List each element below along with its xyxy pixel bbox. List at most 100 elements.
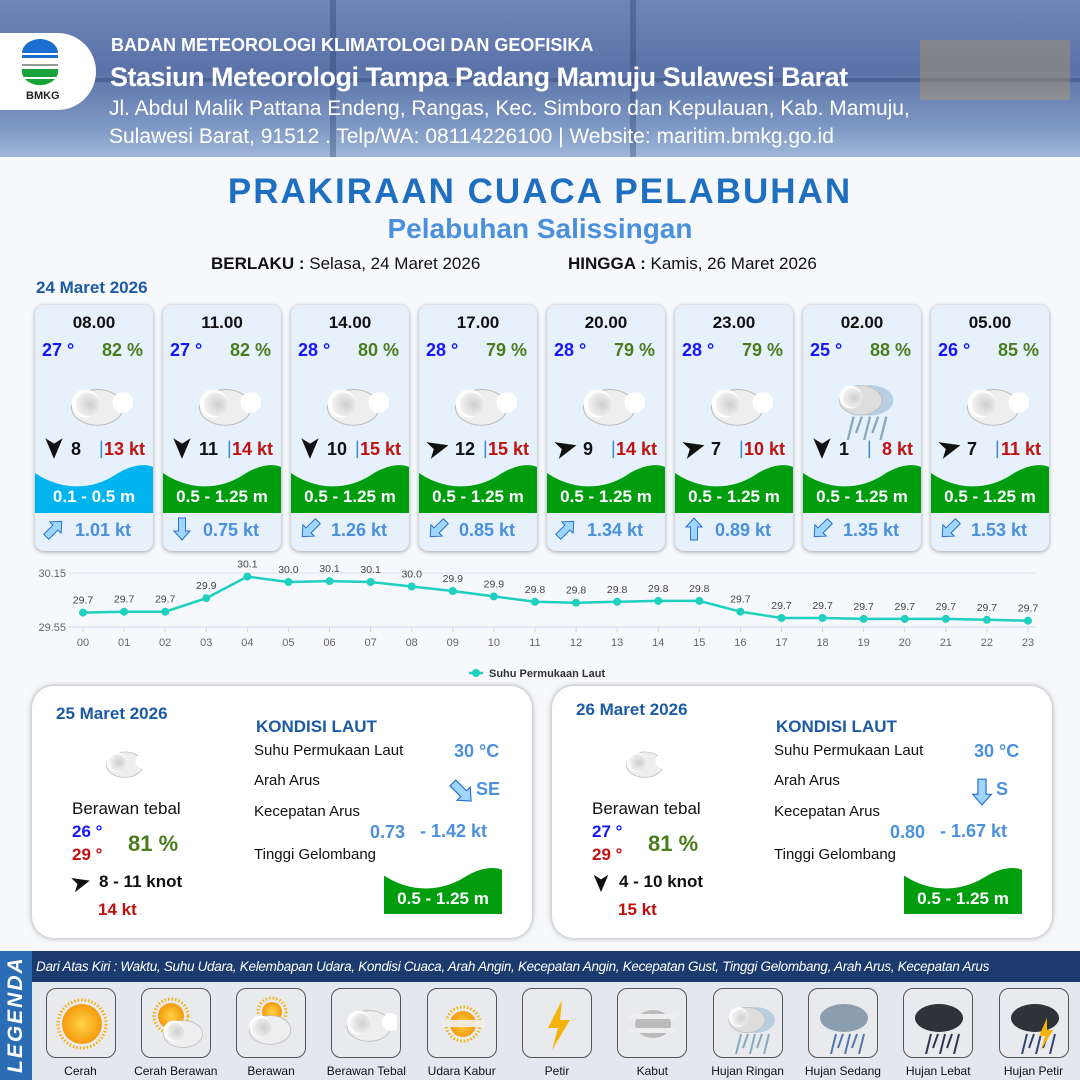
- x-tick-label: 16: [734, 637, 746, 649]
- data-point[interactable]: [530, 597, 539, 606]
- hujan-sedang-icon: [807, 988, 878, 1058]
- legend-item-label: Udara Kabur: [427, 1064, 496, 1078]
- wave-height: 0.5 - 1.25 m: [917, 889, 1009, 908]
- data-point[interactable]: [777, 614, 786, 622]
- data-point[interactable]: [79, 608, 87, 617]
- data-point[interactable]: [489, 592, 498, 601]
- current-direction-icon: [426, 517, 450, 541]
- x-tick-label: 10: [488, 637, 500, 649]
- data-label: 29.7: [1018, 603, 1039, 615]
- wind-direction-icon: [809, 435, 835, 461]
- gust-speed: 14 kt: [231, 439, 273, 459]
- x-tick-label: 18: [816, 637, 828, 649]
- gust-speed: 14 kt: [615, 439, 657, 459]
- data-point[interactable]: [284, 578, 293, 586]
- berawan-tebal-icon: [313, 370, 390, 440]
- forecast-card: 23.00 28 ° 79 % 7 | 10 kt 0.5 - 1.25 m 0…: [675, 305, 793, 551]
- min-temperature: 26 °: [72, 822, 103, 841]
- wind-range: 8 - 11 knot: [99, 872, 183, 891]
- humidity: 79 %: [741, 340, 783, 360]
- x-tick-label: 00: [77, 637, 89, 649]
- legend-label[interactable]: Suhu Permukaan Laut: [489, 668, 605, 680]
- data-point[interactable]: [941, 614, 950, 623]
- x-tick-label: 03: [200, 637, 212, 649]
- wave-icon: [291, 463, 409, 513]
- data-label: 29.7: [895, 601, 916, 613]
- legend-item-label: Hujan Petir: [1003, 1064, 1064, 1078]
- weather-condition: Berawan tebal: [592, 799, 701, 818]
- daily-forecast-box: 26 Maret 2026 Berawan tebal 27 ° 29 ° 81…: [552, 686, 1052, 938]
- data-point[interactable]: [120, 607, 129, 616]
- x-tick-label: 06: [323, 637, 335, 649]
- separator: |: [867, 438, 872, 458]
- forecast-time: 14.00: [328, 313, 372, 332]
- page-title: PRAKIRAAN CUACA PELABUHAN: [227, 172, 853, 211]
- x-tick-label: 20: [899, 637, 911, 649]
- legend-item-label: Hujan Ringan: [711, 1064, 784, 1078]
- forecast-card: 17.00 28 ° 79 % 12 | 15 kt 0.5 - 1.25 m …: [419, 305, 537, 551]
- wave-icon: [384, 866, 502, 914]
- current-speed: 1.35 kt: [843, 520, 900, 540]
- berawan-tebal-icon: [90, 738, 156, 788]
- data-label: 29.7: [155, 594, 176, 606]
- data-label: 29.7: [977, 602, 998, 614]
- wave-icon: [163, 463, 281, 513]
- humidity: 79 %: [485, 340, 527, 360]
- data-point[interactable]: [243, 572, 252, 581]
- valid-to: HINGGA : Kamis, 26 Maret 2026: [568, 254, 817, 274]
- current-speed-label: Kecepatan Arus: [774, 803, 880, 820]
- data-point[interactable]: [202, 594, 211, 603]
- data-label: 29.9: [484, 578, 505, 590]
- address-line-2: Sulawesi Barat, 91512 . Telp/WA: 0811422…: [109, 125, 834, 148]
- series-line: [82, 575, 1029, 622]
- wave-height: 0.5 - 1.25 m: [432, 487, 524, 506]
- current-speed: 1.34 kt: [587, 520, 644, 540]
- bmkg-logo-icon: [22, 39, 59, 86]
- x-tick-label: 12: [570, 637, 582, 649]
- forecast-time: 17.00: [456, 313, 500, 332]
- forecast-time: 23.00: [712, 313, 756, 332]
- data-point[interactable]: [900, 614, 909, 623]
- forecast-card: 08.00 27 ° 82 % 8 | 13 kt 0.1 - 0.5 m 1.…: [35, 305, 153, 551]
- forecast-card: 20.00 28 ° 79 % 9 | 14 kt 0.5 - 1.25 m 1…: [547, 305, 665, 551]
- data-point[interactable]: [982, 615, 991, 624]
- wind-direction-icon: [41, 435, 67, 461]
- data-point[interactable]: [613, 597, 622, 606]
- sea-condition-title: KONDISI LAUT: [256, 717, 377, 736]
- wave-height: 0.5 - 1.25 m: [304, 487, 396, 506]
- air-temperature: 28 °: [298, 340, 331, 360]
- current-speed-min: 0.73: [370, 822, 406, 842]
- data-point[interactable]: [695, 596, 704, 605]
- air-temperature: 27 °: [42, 340, 75, 360]
- data-point[interactable]: [407, 582, 416, 591]
- data-label: 29.7: [853, 601, 874, 613]
- page-subtitle: Pelabuhan Salissingan: [387, 213, 693, 244]
- data-point[interactable]: [859, 614, 868, 623]
- wave-icon: [35, 463, 153, 513]
- valid-from: BERLAKU : Selasa, 24 Maret 2026: [211, 254, 480, 274]
- day1-date: 24 Maret 2026: [36, 278, 148, 297]
- air-temperature: 28 °: [554, 340, 587, 360]
- data-point[interactable]: [366, 578, 375, 586]
- legend-item: Hujan Lebat: [891, 988, 986, 1078]
- separator: |: [355, 438, 360, 458]
- data-point[interactable]: [325, 577, 334, 586]
- data-point[interactable]: [1024, 616, 1032, 625]
- berawan-tebal-icon: [57, 370, 134, 440]
- kabut-icon: [617, 988, 688, 1058]
- data-point[interactable]: [572, 598, 581, 607]
- data-point[interactable]: [736, 607, 745, 616]
- data-point[interactable]: [161, 607, 170, 616]
- current-direction-icon: [682, 517, 706, 541]
- wind-direction-icon: [425, 435, 451, 461]
- max-temperature: 29 °: [72, 845, 103, 864]
- data-point[interactable]: [654, 596, 663, 605]
- forecast-time: 08.00: [72, 313, 116, 332]
- humidity: 82 %: [229, 340, 271, 360]
- wind-speed: 1: [839, 439, 850, 459]
- data-point[interactable]: [448, 587, 457, 595]
- valid-from-value: Selasa, 24 Maret 2026: [309, 254, 481, 273]
- data-label: 29.7: [73, 595, 94, 607]
- data-point[interactable]: [818, 614, 827, 622]
- current-speed: 1.53 kt: [971, 520, 1028, 540]
